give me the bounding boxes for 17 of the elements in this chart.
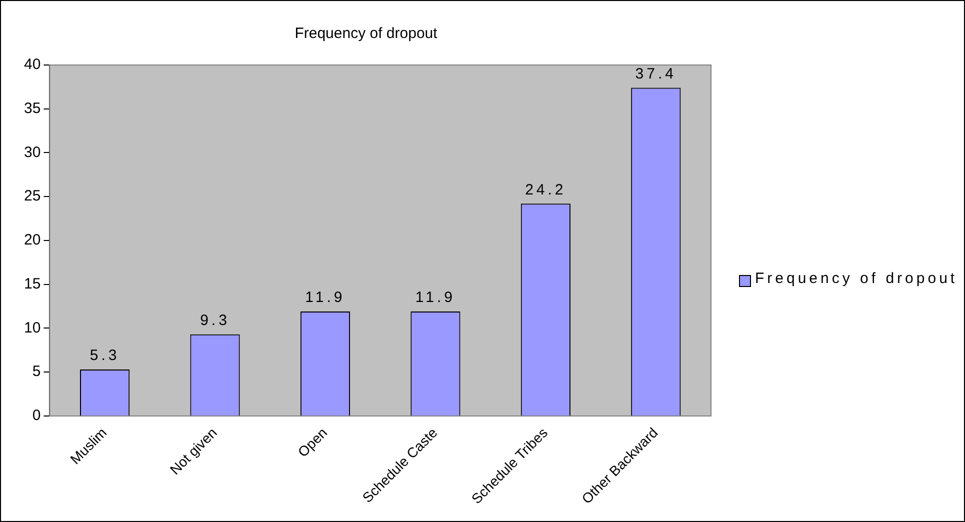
y-tick-label: 0 — [32, 407, 41, 424]
y-tick-label: 40 — [24, 56, 41, 74]
y-tick-label: 10 — [24, 319, 41, 336]
y-tick-label: 20 — [24, 232, 41, 249]
y-tick-label: 35 — [24, 100, 41, 118]
y-tick-label: 30 — [24, 144, 41, 161]
data-label: 5.3 — [90, 347, 120, 364]
chart-title: Frequency of dropout — [294, 25, 438, 42]
data-label: 11.9 — [415, 289, 456, 306]
data-label: 37.4 — [635, 65, 676, 82]
data-label: 24.2 — [525, 181, 566, 198]
y-tick-label: 15 — [24, 275, 41, 292]
y-tick-label: 5 — [32, 363, 41, 380]
data-label: 9.3 — [200, 312, 230, 329]
y-tick-label: 25 — [24, 188, 41, 205]
data-label: 11.9 — [305, 289, 346, 306]
legend-label: Frequency of dropout — [755, 270, 958, 287]
